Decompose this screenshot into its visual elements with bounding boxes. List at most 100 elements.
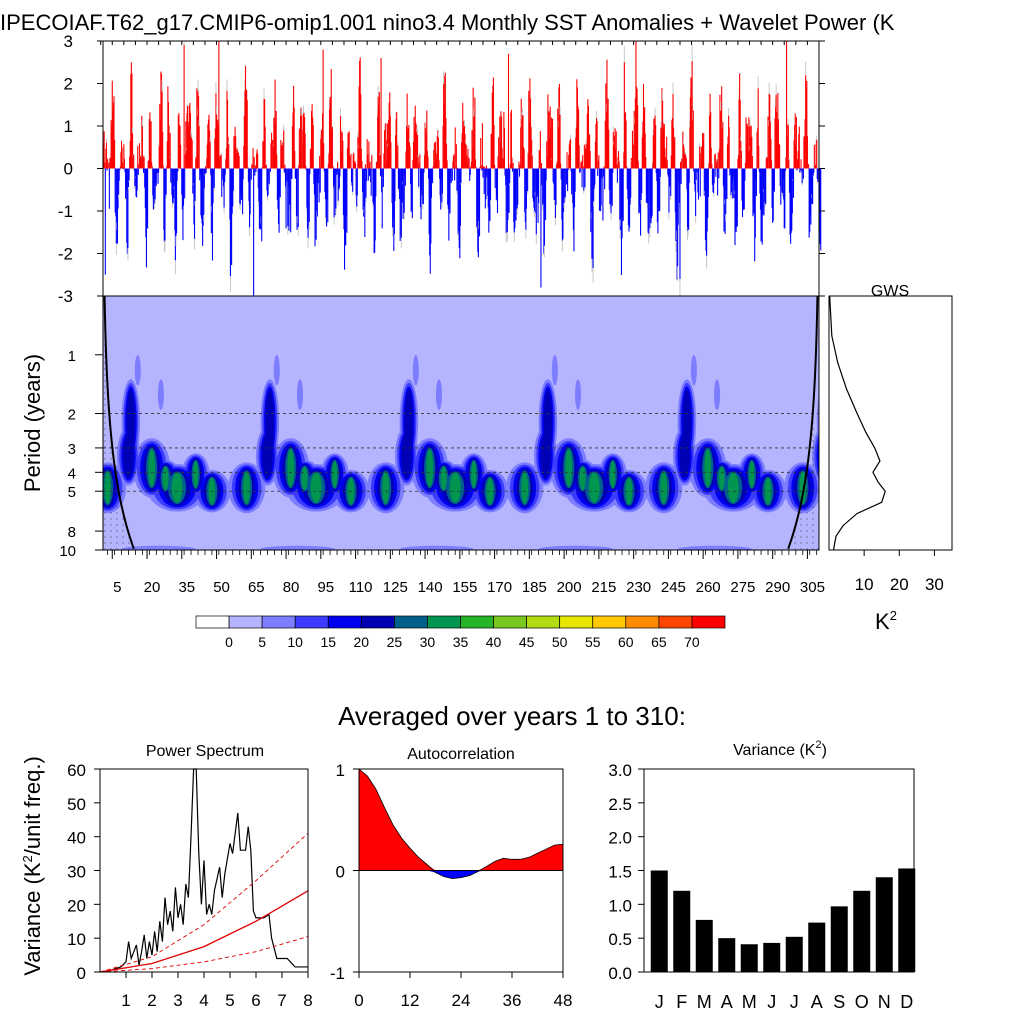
wavelet-contour-level bbox=[426, 449, 434, 487]
variance-ytick-label: 1.0 bbox=[608, 896, 632, 915]
variance-ytick-label: 2.5 bbox=[608, 795, 632, 814]
variance-xtick-label: N bbox=[878, 992, 891, 1012]
variance-xtick-label: J bbox=[790, 992, 799, 1012]
main-title: IPECOIAF.T62_g17.CMIP6-omip1.001 nino3.4… bbox=[0, 10, 895, 35]
wavelet-xtick-label: 185 bbox=[522, 579, 547, 596]
wavelet-ytick-label: 8 bbox=[68, 524, 76, 541]
wavelet-xtick-label: 65 bbox=[248, 579, 265, 596]
wavelet-contour-level bbox=[704, 449, 712, 487]
sst-ytick-label: 1 bbox=[64, 117, 73, 136]
power-spectrum-panel: Power Spectrum 0 10 20 30 40 50 60 1 2 3 4 5 6 7 8 Var… bbox=[20, 743, 313, 1010]
wavelet-bottom-blob bbox=[538, 545, 613, 550]
variance-bar bbox=[695, 919, 713, 972]
gws-xtick-label: 20 bbox=[890, 575, 909, 594]
power-spectrum-ylabel: Variance (K2/unit freq.) bbox=[20, 756, 45, 976]
wavelet-bottom-blob bbox=[677, 545, 752, 550]
wavelet-xtick-label: 230 bbox=[626, 579, 651, 596]
variance-xtick-label: M bbox=[742, 992, 757, 1012]
variance-ytick-label: 0.0 bbox=[608, 964, 632, 983]
colorbar-swatch bbox=[394, 615, 428, 629]
colorbar-swatch bbox=[625, 615, 660, 629]
wavelet-xtick-label: 260 bbox=[696, 579, 721, 596]
wavelet-bottom-blob bbox=[121, 545, 196, 550]
autocorrelation-negative-area bbox=[359, 870, 563, 879]
colorbar-label: 30 bbox=[420, 634, 436, 650]
variance-xtick-label: J bbox=[655, 992, 664, 1012]
variance-ytick-label: 0.5 bbox=[608, 930, 632, 949]
power-spectrum-ytick-label: 0 bbox=[77, 964, 86, 983]
variance-xtick-label: O bbox=[855, 992, 869, 1012]
wavelet-contour-level bbox=[863, 472, 881, 505]
wavelet-ytick-label: 5 bbox=[68, 484, 76, 501]
wavelet-xtick-label: 155 bbox=[452, 579, 477, 596]
wavelet-contour-level bbox=[892, 472, 922, 511]
wavelet-contour-level bbox=[853, 464, 868, 492]
colorbar-swatch bbox=[360, 615, 395, 629]
wavelet-contour-level bbox=[851, 463, 871, 494]
autocorrelation-panel: Autocorrelation 1 0 -1 0 12 24 36 48 bbox=[330, 746, 573, 1010]
sst-ytick-label: 2 bbox=[64, 75, 73, 94]
wavelet-contour-level bbox=[877, 453, 905, 495]
wavelet-contour-level bbox=[828, 438, 865, 497]
colorbar-swatch bbox=[294, 615, 329, 629]
wavelet-contour-level bbox=[679, 433, 690, 479]
power-spectrum-xtick-label: 7 bbox=[277, 991, 286, 1010]
wavelet-xtick-label: 200 bbox=[557, 579, 582, 596]
gws-line bbox=[829, 295, 886, 551]
variance-bar bbox=[808, 922, 826, 972]
colorbar-label: 10 bbox=[287, 634, 303, 650]
wavelet-small-blob bbox=[435, 379, 442, 410]
sst-ytick-label: -1 bbox=[58, 202, 73, 221]
colorbar-swatch bbox=[427, 615, 461, 629]
wavelet-contour-level bbox=[841, 448, 852, 489]
colorbar-swatch bbox=[327, 615, 362, 629]
power-spectrum-ytick-label: 60 bbox=[67, 761, 86, 780]
autocorrelation-ytick-label: -1 bbox=[330, 964, 345, 983]
wavelet-xtick-label: 50 bbox=[213, 579, 230, 596]
wavelet-contour-level bbox=[899, 475, 916, 507]
colorbar-label: 0 bbox=[225, 634, 233, 650]
wavelet-contour-level bbox=[901, 477, 912, 506]
wavelet-overlay bbox=[103, 296, 819, 550]
wavelet-xtick-label: 5 bbox=[113, 579, 121, 596]
sst-ytick-label: 0 bbox=[64, 160, 73, 179]
wavelet-axes: 1 2 3 4 5 8 10 5 20 35 50 65 80 95 110 125 140 155 170 185 2… bbox=[59, 348, 825, 596]
gws-panel: GWS 10 20 30 K2 bbox=[828, 283, 953, 634]
autocorrelation-xtick-label: 24 bbox=[452, 991, 471, 1010]
wavelet-contour-level bbox=[471, 461, 477, 488]
power-spectrum-ytick-label: 40 bbox=[67, 829, 86, 848]
wavelet-contour-level bbox=[449, 472, 461, 503]
wavelet-frame bbox=[102, 295, 820, 551]
colorbar-label: 45 bbox=[519, 634, 535, 650]
power-spectrum-xtick-label: 5 bbox=[225, 991, 234, 1010]
colorbar-label: 20 bbox=[354, 634, 370, 650]
variance-xtick-label: J bbox=[767, 992, 776, 1012]
wavelet-contour-level bbox=[521, 471, 529, 504]
monthly-variance-panel: Variance (K2) J F M A M J J A S O N D0.00.51.01.52.… bbox=[608, 739, 916, 1012]
colorbar-swatch bbox=[691, 615, 726, 629]
variance-bar bbox=[740, 944, 758, 972]
variance-ytick-label: 1.5 bbox=[608, 863, 632, 882]
wavelet-contour-level bbox=[579, 466, 586, 491]
wavelet-xtick-label: 110 bbox=[349, 579, 373, 596]
power-spectrum-plot: 0 10 20 30 40 50 60 1 2 3 4 5 6 7 8 bbox=[67, 761, 313, 1010]
wavelet-contour-level bbox=[749, 461, 755, 488]
wavelet-contour-level bbox=[193, 461, 199, 488]
power-spectrum-ytick-label: 30 bbox=[67, 863, 86, 882]
colorbar-label: 50 bbox=[552, 634, 568, 650]
wavelet-contour-level bbox=[887, 460, 895, 489]
sst-ytick-label: -2 bbox=[58, 245, 73, 264]
monthly-variance-plot: J F M A M J J A S O N D0.00.51.01.52.02.53.0 bbox=[608, 761, 916, 1012]
colorbar-swatch bbox=[493, 615, 527, 629]
variance-bar bbox=[650, 870, 668, 972]
variance-bar bbox=[785, 936, 803, 972]
wavelet-contour-level bbox=[588, 472, 600, 503]
power-spectrum-ytick-label: 20 bbox=[67, 896, 86, 915]
autocorrelation-positive-area bbox=[359, 769, 563, 871]
wavelet-ytick-label: 1 bbox=[68, 348, 76, 365]
wavelet-small-blob bbox=[273, 354, 280, 386]
wavelet-contour-level bbox=[838, 446, 855, 491]
wavelet-contour-level bbox=[565, 449, 573, 487]
wavelet-contour-level bbox=[832, 441, 862, 495]
autocorrelation-plot: 1 0 -1 0 12 24 36 48 bbox=[330, 761, 573, 1010]
